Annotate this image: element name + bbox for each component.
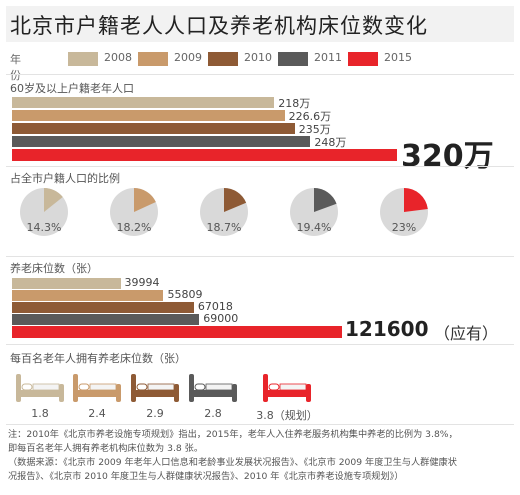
population-bar-2010 <box>12 123 295 134</box>
population-bar-2008 <box>12 97 275 108</box>
chart-title: 北京市户籍老人人口及养老机构床位数变化 <box>10 14 428 38</box>
footnote-line-4: 况报告》、《北京市 2010 年度卫生与人群健康状况报告》、2010 年《北京市… <box>8 471 404 482</box>
legend-text-2015: 2015 <box>384 51 412 64</box>
bed-value-2011: 2.8 <box>204 407 222 420</box>
legend-text-2010: 2010 <box>244 51 272 64</box>
footnote-line-2: 即每百名老年人拥有养老机构床位数为 3.8 张。 <box>8 443 204 454</box>
ratio-section-title: 占全市户籍人口的比例 <box>10 172 120 185</box>
beds-value-2011: 69000 <box>203 312 239 325</box>
bed-frame-2009 <box>77 390 117 397</box>
beds-bar-2009 <box>12 290 164 301</box>
population-value-2015: 320万 <box>401 139 494 174</box>
pie-slice-2009 <box>134 188 156 212</box>
bed-footboard-2015 <box>306 384 311 402</box>
bed-value-2009: 2.4 <box>88 407 106 420</box>
bed-value-2010: 2.9 <box>146 407 164 420</box>
legend-swatch-2010 <box>208 52 238 66</box>
bed-footboard-2009 <box>116 384 121 402</box>
bed-mattress-2011 <box>205 383 233 391</box>
bed-headboard-2011 <box>189 374 194 402</box>
footnote-line-3: （数据来源：《北京市 2009 年老年人口信息和老龄事业发展状况报告》、《北京市… <box>8 457 457 468</box>
divider <box>6 344 514 345</box>
bed-icons <box>16 374 311 402</box>
pie-label-2010: 18.7% <box>206 221 242 234</box>
pie-label-2011: 19.4% <box>296 221 332 234</box>
bed-pillow-2008 <box>21 383 33 391</box>
pie-label-2008: 14.3% <box>26 221 62 234</box>
bed-value-2008: 1.8 <box>31 407 49 420</box>
population-bar-2009 <box>12 110 285 121</box>
footnote-line-1: 注：2010年《北京市养老设施专项规划》指出，2015年，老年人入住养老服务机构… <box>8 429 458 440</box>
bed-headboard-2015 <box>263 374 268 402</box>
legend-swatch-2015 <box>348 52 378 66</box>
bed-headboard-2009 <box>73 374 78 402</box>
bed-mattress-2010 <box>147 383 175 391</box>
ratio-pie-chart <box>20 188 428 236</box>
beds-value-2008: 39994 <box>124 276 160 289</box>
legend-label: 年份 <box>10 53 21 82</box>
population-value-2009: 226.6万 <box>288 110 332 123</box>
bed-footboard-2011 <box>232 384 237 402</box>
beds-bar-2011 <box>12 314 200 325</box>
divider <box>6 256 514 257</box>
beds-bar-2008 <box>12 278 121 289</box>
bed-pillow-2009 <box>78 383 90 391</box>
bed-value-2015: 3.8（规划） <box>256 409 318 422</box>
beds-section-title: 养老床位数（张） <box>10 262 98 275</box>
bed-mattress-2008 <box>32 383 60 391</box>
beds-value-2009: 55809 <box>167 288 203 301</box>
beds-value-2010: 67018 <box>197 300 233 313</box>
bed-frame-2008 <box>20 390 60 397</box>
beds-bar-2015 <box>12 326 342 338</box>
bed-mattress-2009 <box>89 383 117 391</box>
pie-slice-2010 <box>224 188 247 212</box>
population-value-2011: 248万 <box>314 136 347 149</box>
pie-slice-2011 <box>314 188 337 212</box>
population-section-title: 60岁及以上户籍老年人口 <box>10 82 134 95</box>
bed-mattress-2015 <box>279 383 307 391</box>
population-bar-2011 <box>12 136 311 147</box>
pie-slice-2008 <box>44 188 63 212</box>
bed-frame-2010 <box>135 390 175 397</box>
legend-text-2011: 2011 <box>314 51 342 64</box>
legend-swatch-2009 <box>138 52 168 66</box>
bed-pillow-2010 <box>136 383 148 391</box>
pie-label-2015: 23% <box>391 221 417 234</box>
bed-headboard-2010 <box>131 374 136 402</box>
chart-title-band: 北京市户籍老人人口及养老机构床位数变化 <box>6 6 514 42</box>
bed-pillow-2011 <box>194 383 206 391</box>
population-value-2010: 235万 <box>298 123 331 136</box>
population-bar-2015 <box>12 149 397 161</box>
beds-value-2015: 121600 <box>345 317 429 341</box>
bed-footboard-2008 <box>59 384 64 402</box>
legend-swatch-2011 <box>278 52 308 66</box>
bed-frame-2011 <box>193 390 233 397</box>
legend-swatch-2008 <box>68 52 98 66</box>
per-hundred-section-title: 每百名老年人拥有养老床位数（张） <box>10 352 186 365</box>
population-value-2008: 218万 <box>278 97 311 110</box>
legend-text-2008: 2008 <box>104 51 132 64</box>
pie-slice-2015 <box>404 188 428 212</box>
bed-pillow-2015 <box>268 383 280 391</box>
beds-bar-2010 <box>12 302 194 313</box>
bed-footboard-2010 <box>174 384 179 402</box>
bed-frame-2015 <box>267 390 307 397</box>
bed-headboard-2008 <box>16 374 21 402</box>
pie-label-2009: 18.2% <box>116 221 152 234</box>
divider <box>6 166 514 167</box>
divider <box>6 424 514 425</box>
legend-text-2009: 2009 <box>174 51 202 64</box>
divider <box>6 74 514 75</box>
beds-note: （应有） <box>434 324 499 343</box>
